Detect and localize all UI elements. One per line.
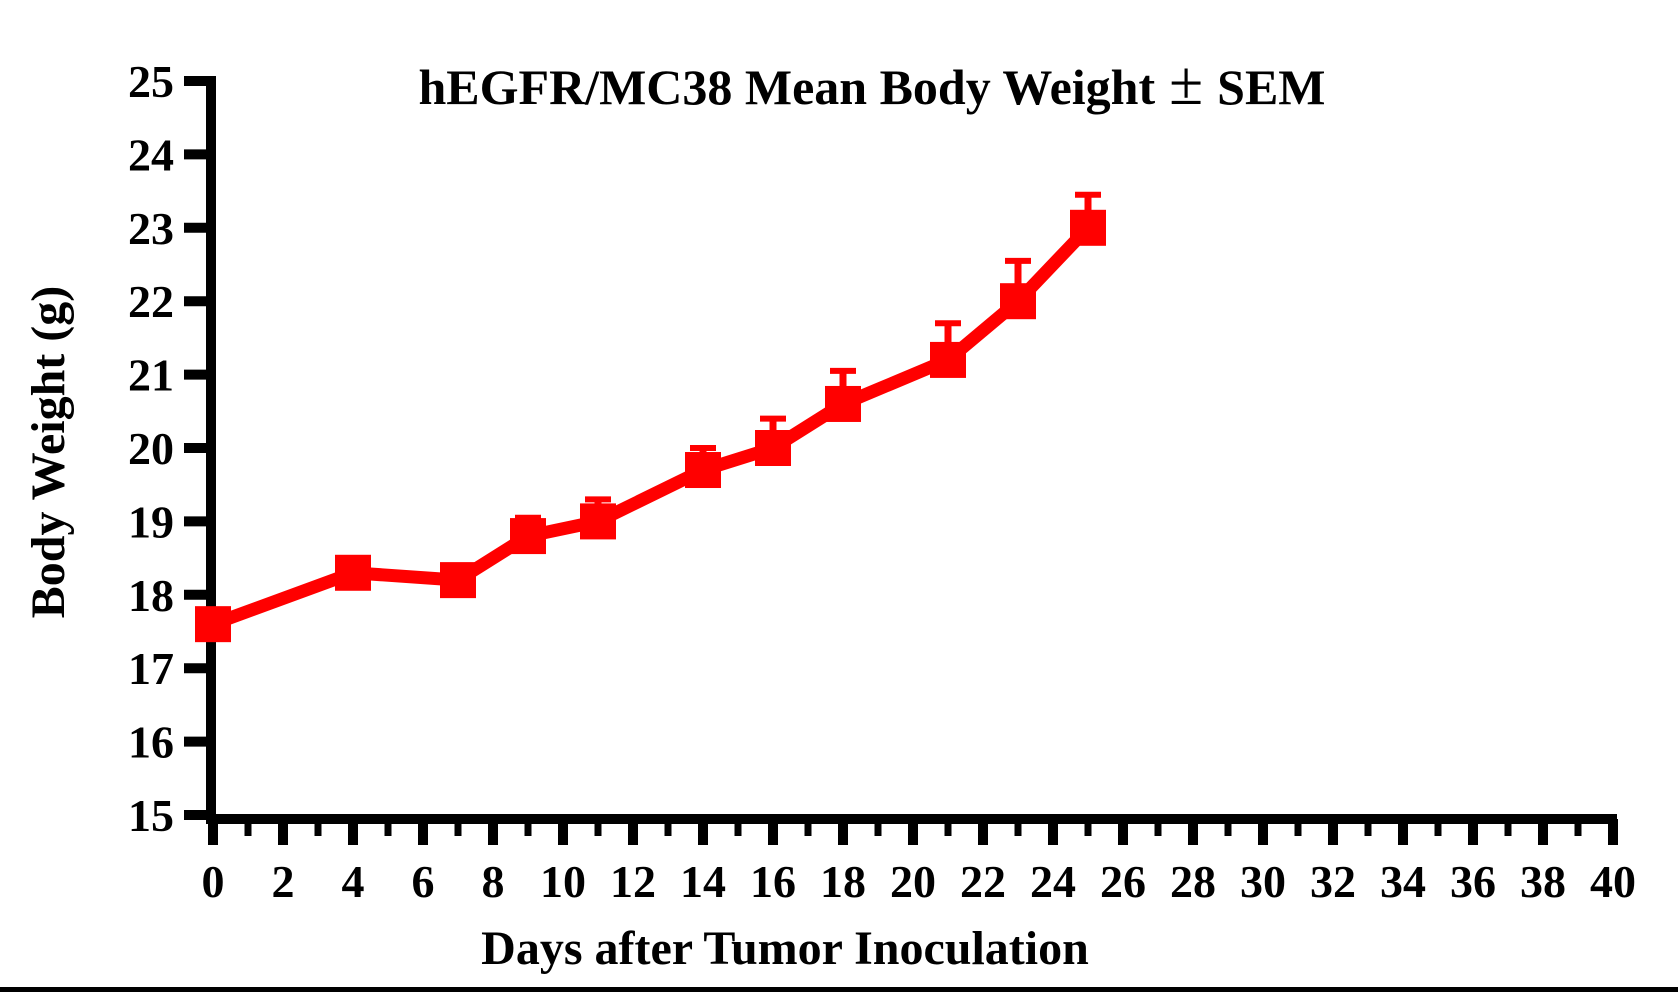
axis-ticks: [184, 76, 1618, 845]
y-tick-label: 25: [128, 56, 174, 107]
y-tick-label: 22: [128, 276, 174, 327]
y-tick-label: 21: [128, 350, 174, 401]
x-tick-label: 28: [1170, 856, 1216, 907]
data-point-marker: [1070, 209, 1106, 246]
data-point-marker: [755, 430, 791, 466]
series-hegfr-mc38: [195, 191, 1106, 643]
x-tick-label: 8: [482, 856, 505, 907]
x-tick-label: 30: [1240, 856, 1286, 907]
data-point-marker: [685, 452, 721, 489]
x-tick-label: 40: [1590, 856, 1636, 907]
x-tick-label: 12: [610, 856, 656, 907]
y-tick-label: 17: [128, 643, 174, 694]
axes: [206, 76, 1617, 824]
x-tick-label: 16: [750, 856, 796, 907]
x-tick-label: 20: [890, 856, 936, 907]
y-tick-label: 16: [128, 717, 174, 768]
x-tick-label: 22: [960, 856, 1006, 907]
x-tick-label: 2: [272, 856, 295, 907]
y-tick-label: 15: [128, 790, 174, 841]
chart-title: hEGFR/MC38 Mean Body Weight ± SEM: [418, 50, 1325, 118]
data-point-marker: [440, 562, 476, 599]
data-series: [195, 191, 1106, 643]
data-point-marker: [825, 385, 861, 422]
y-tick-label: 23: [128, 203, 174, 254]
x-tick-label: 36: [1450, 856, 1496, 907]
y-tick-label: 20: [128, 423, 174, 474]
x-tick-label: 34: [1380, 856, 1426, 907]
x-tick-label: 18: [820, 856, 866, 907]
figure-bottom-rule: [0, 987, 1678, 992]
data-point-marker: [510, 518, 546, 555]
x-tick-label: 26: [1100, 856, 1146, 907]
x-tick-label: 14: [680, 856, 726, 907]
x-axis-label: Days after Tumor Inoculation: [481, 922, 1089, 975]
data-point-marker: [930, 341, 966, 378]
y-tick-label: 19: [128, 496, 174, 547]
y-tick-label: 18: [128, 570, 174, 621]
data-point-marker: [335, 554, 371, 591]
x-tick-label: 4: [342, 856, 365, 907]
plus-minus-symbol: ±: [1169, 50, 1203, 118]
chart-title-text: hEGFR/MC38 Mean Body Weight: [418, 59, 1155, 115]
chart-title-suffix: SEM: [1217, 59, 1325, 115]
x-tick-label: 10: [540, 856, 586, 907]
y-axis-label: Body Weight (g): [22, 286, 75, 618]
data-point-marker: [1000, 283, 1036, 320]
x-tick-label: 0: [202, 856, 225, 907]
data-point-marker: [195, 606, 231, 643]
x-tick-label: 38: [1520, 856, 1566, 907]
y-tick-label: 24: [128, 129, 174, 180]
x-tick-label: 32: [1310, 856, 1356, 907]
x-tick-label: 24: [1030, 856, 1076, 907]
data-point-marker: [580, 503, 616, 540]
x-tick-label: 6: [412, 856, 435, 907]
